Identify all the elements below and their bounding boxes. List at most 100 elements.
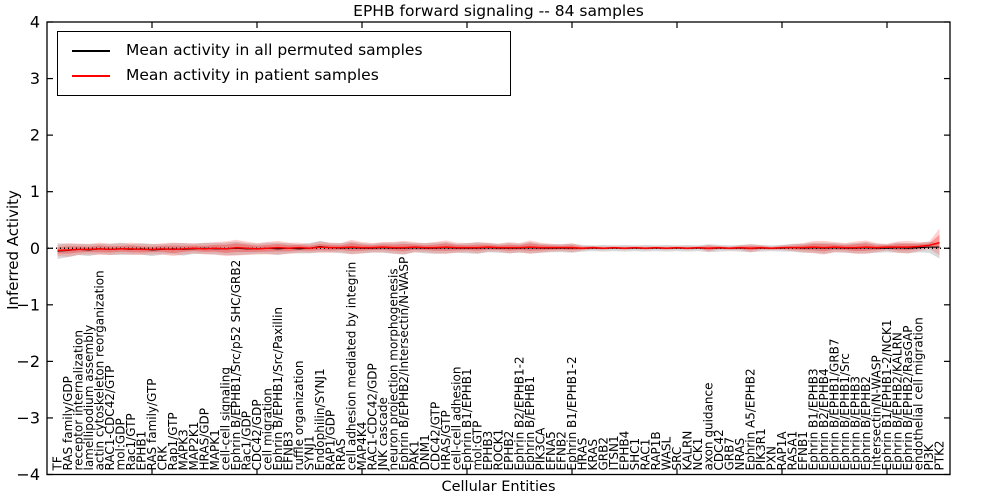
x-tick-label: EFNA5: [544, 431, 558, 470]
x-tick-label: EFNB1: [796, 431, 810, 470]
x-tick-label: EFNB3: [282, 431, 296, 470]
x-tick-label: Ephrin B2/EPHB1-2: [513, 356, 527, 470]
x-tick-label: RAC1: [639, 439, 653, 471]
legend-label-permuted: Mean activity in all permuted samples: [126, 41, 423, 60]
x-tick-label: PTK2: [933, 440, 947, 470]
x-tick-label: HRAS: [576, 438, 590, 471]
x-tick-label: PI3K: [922, 443, 936, 470]
x-tick-label: Rac1/GTP: [124, 413, 138, 470]
x-tick-label: ruffle organization: [292, 361, 306, 471]
x-tick-label: Ephrin B/EPHB1: [523, 376, 537, 470]
x-tick-label: RAP1A: [775, 431, 789, 471]
y-tick-label: 2: [30, 126, 40, 145]
x-tick-label: EFNB2: [555, 431, 569, 470]
x-tick-label: Ephrin B/EPHB2/RasGAP: [901, 326, 915, 471]
x-tick-label: PIK3R1: [754, 428, 768, 470]
legend-entry-permuted: Mean activity in all permuted samples: [58, 43, 510, 59]
x-tick-label: EPHB4: [618, 431, 632, 471]
x-tick-label: GRB2: [597, 437, 611, 471]
x-tick-label: GRB7: [723, 437, 737, 471]
x-tick-label: SYNJ1: [303, 435, 317, 470]
x-tick-label: EPHB1: [135, 431, 149, 471]
x-tick-label: MAP4K4: [355, 422, 369, 471]
x-axis-title: Cellular Entities: [441, 479, 556, 495]
patient-mean-line: [57, 241, 940, 252]
x-tick-label: Intersectin/N-WASP: [870, 355, 884, 470]
x-tick-label: TF: [51, 456, 65, 471]
x-tick-label: mol:GDP: [114, 418, 128, 470]
x-tick-label: EPHB2: [502, 431, 516, 471]
x-tick-label: actin cytoskeleton reorganization: [93, 270, 107, 470]
x-tick-label: PIK3CA: [534, 427, 548, 471]
x-tick-label: NCK1: [691, 438, 705, 471]
chart-title: EPHB forward signaling -- 84 samples: [353, 2, 644, 20]
legend-line-black-icon: [72, 50, 110, 53]
x-tick-label: Ephrin B1/EPHB1-2/NCK1: [880, 320, 894, 471]
y-tick-label: −2: [16, 352, 40, 371]
x-tick-label: Ephrin B/EPHB3: [849, 376, 863, 470]
x-tick-label: axon guidance: [702, 383, 716, 471]
x-tick-label: Ephrin B/EPHB2/KALRN: [891, 332, 905, 470]
x-tick-label: CDC42/GTP: [429, 402, 443, 471]
x-tick-label: Rap1/GTP: [166, 412, 180, 470]
x-tick-label: MAPK1: [208, 429, 222, 470]
x-tick-label: MAPK3: [177, 429, 191, 470]
x-tick-label: mol:GTP: [471, 421, 485, 471]
patient-band-outer: [57, 228, 940, 257]
x-tick-label: RAS family/GTP: [145, 378, 159, 470]
x-tick-label: NRAS: [733, 438, 747, 471]
x-tick-label: WASL: [660, 436, 674, 470]
x-tick-label: HRAS/GTP: [439, 410, 453, 470]
y-tick-label: −4: [16, 465, 40, 484]
x-tick-label: KALRN: [681, 431, 695, 471]
legend-line-red-icon: [72, 74, 110, 77]
x-tick-label: cell adhesion mediated by integrin: [345, 262, 359, 471]
x-tick-label: cell-cell adhesion: [450, 367, 464, 471]
x-tick-label: Ephrin B1/EPHB1-2: [565, 356, 579, 470]
x-tick-label: SRC: [670, 447, 684, 471]
y-axis-title: Inferred Activity: [4, 190, 22, 310]
x-tick-label: Rac1/GDP: [240, 411, 254, 470]
x-tick-label: PAK1: [408, 440, 422, 470]
x-tick-label: KRAS: [586, 439, 600, 471]
y-tick-label: 4: [30, 13, 40, 32]
x-tick-label: HRAS/GDP: [198, 408, 212, 471]
x-tick-label: cell migration: [261, 388, 275, 470]
x-tick-label: Ephrin B2/EPHB4: [817, 368, 831, 470]
legend-box: Mean activity in all permuted samples Me…: [57, 31, 511, 96]
y-tick-label: −3: [16, 408, 40, 427]
y-tick-label: 1: [30, 182, 40, 201]
x-tick-label: RASA1: [786, 431, 800, 471]
y-tick-label: 0: [30, 239, 40, 258]
x-tick-label: Ephrin A5/EPHB2: [744, 368, 758, 470]
y-tick-label: −1: [16, 295, 40, 314]
x-tick-label: PXN: [765, 446, 779, 470]
x-tick-label: RAC1-CDC42/GDP: [366, 363, 380, 470]
x-tick-label: Ephrin B1/EPHB1: [460, 368, 474, 470]
x-tick-label: Ephrin B/EPHB1/GRB7: [828, 338, 842, 470]
legend-label-patient: Mean activity in patient samples: [126, 66, 379, 85]
x-tick-label: RAS family/GDP: [61, 376, 75, 470]
x-tick-label: Ephrin B1/EPHB3: [807, 368, 821, 470]
x-tick-label: EPHB3: [481, 431, 495, 471]
legend-entry-patient: Mean activity in patient samples: [58, 68, 510, 84]
x-tick-label: lamellipodium assembly: [82, 325, 96, 471]
x-tick-label: RAP1/GDP: [324, 410, 338, 471]
x-tick-label: CDC42/GDP: [250, 399, 264, 470]
x-tick-label: JNK cascade: [376, 397, 390, 471]
x-tick-label: ROCK1: [492, 429, 506, 471]
permuted-band: [57, 240, 940, 259]
x-tick-label: cell-cell signaling: [219, 367, 233, 471]
x-tick-label: receptor internalization: [72, 330, 86, 470]
x-tick-label: neuron projection morphogenesis: [387, 268, 401, 470]
x-tick-label: SHC1: [628, 438, 642, 471]
y-tick-label: 3: [30, 69, 40, 88]
x-tick-label: RAP1B: [649, 431, 663, 470]
x-tick-label: Ephrin B/EPHB2/Intersectin/N-WASP: [397, 257, 411, 471]
x-tick-label: DNM1: [418, 434, 432, 470]
x-tick-label: RRAS: [334, 438, 348, 470]
x-tick-label: CRK: [156, 445, 170, 471]
x-tick-label: Endophilin/SYNJ1: [313, 368, 327, 470]
